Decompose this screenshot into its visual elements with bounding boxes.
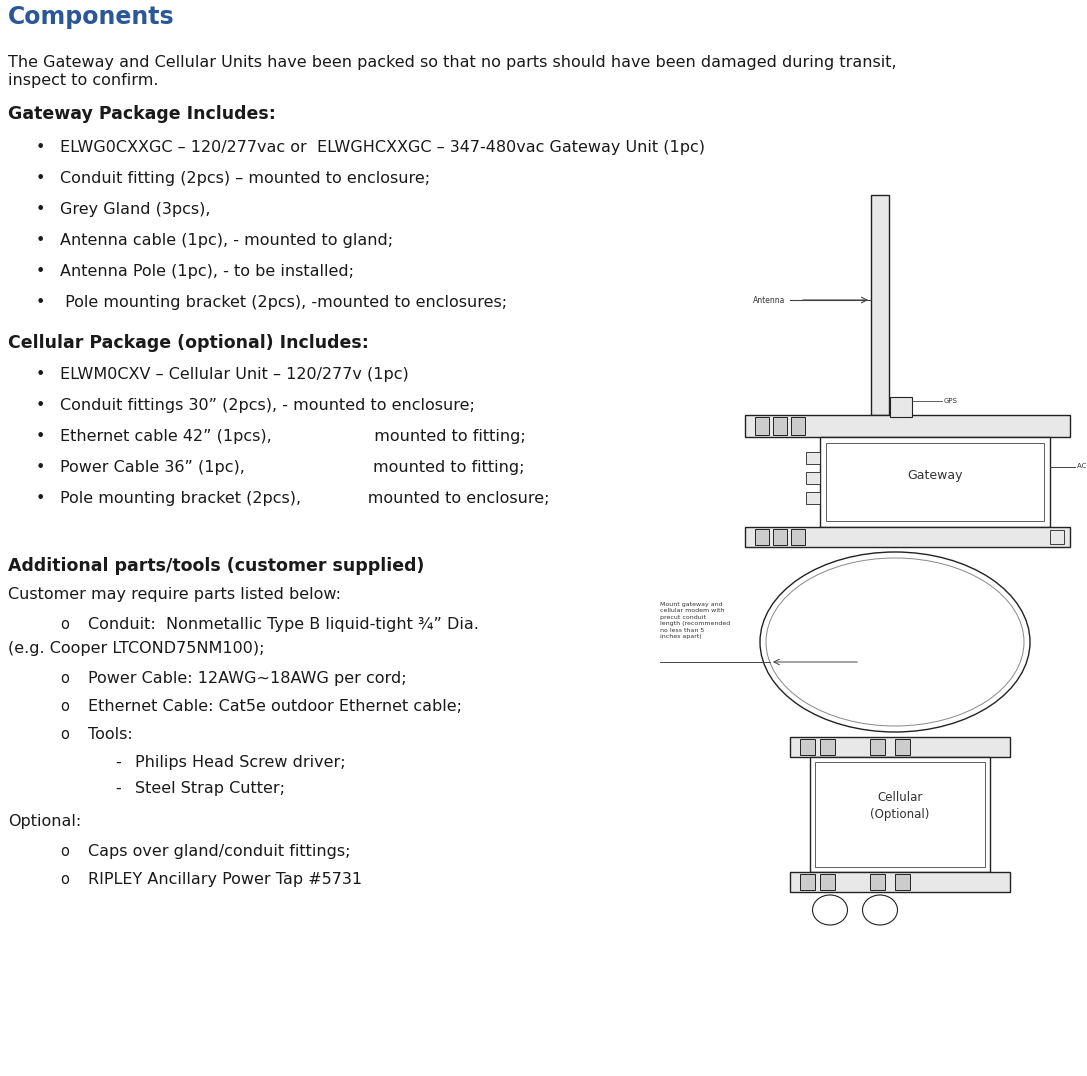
Bar [745,527,1070,547]
Text: Power Cable: 12AWG~18AWG per cord;: Power Cable: 12AWG~18AWG per cord; [88,671,407,686]
Text: •: • [35,171,45,186]
Text: Additional parts/tools (customer supplied): Additional parts/tools (customer supplie… [8,557,424,575]
Bar [820,437,1050,527]
Text: (e.g. Cooper LTCOND75NM100);: (e.g. Cooper LTCOND75NM100); [8,641,264,656]
Bar [745,415,1070,437]
Text: AC Power: AC Power [1077,463,1087,469]
Text: Antenna Pole (1pc), - to be installed;: Antenna Pole (1pc), - to be installed; [60,264,354,279]
Text: Pole mounting bracket (2pcs), -mounted to enclosures;: Pole mounting bracket (2pcs), -mounted t… [60,295,508,310]
Bar [805,492,820,504]
Text: Grey Gland (3pcs),: Grey Gland (3pcs), [60,202,211,217]
Bar [800,874,815,890]
Bar [1050,530,1064,544]
Text: ELWG0CXXGC – 120/277vac or  ELWGHCXXGC – 347-480vac Gateway Unit (1pc): ELWG0CXXGC – 120/277vac or ELWGHCXXGC – … [60,140,705,155]
Text: •: • [35,398,45,413]
Bar [790,872,1010,892]
Text: Gateway: Gateway [908,469,963,482]
Text: o: o [61,617,70,632]
Text: o: o [61,727,70,742]
Text: o: o [61,699,70,714]
Bar [871,195,889,415]
Bar [815,762,985,867]
Bar [755,417,769,435]
Bar [870,739,885,755]
Bar [805,472,820,484]
Bar [895,874,910,890]
Text: Ethernet cable 42” (1pcs),                    mounted to fitting;: Ethernet cable 42” (1pcs), mounted to fi… [60,429,526,444]
Text: •: • [35,367,45,382]
Text: •: • [35,461,45,475]
Text: Cellular
(Optional): Cellular (Optional) [871,791,929,821]
Bar [755,529,769,546]
Text: Antenna: Antenna [752,296,785,305]
Text: Conduit:  Nonmetallic Type B liquid-tight ¾” Dia.: Conduit: Nonmetallic Type B liquid-tight… [88,617,479,632]
Text: o: o [61,844,70,859]
Text: •: • [35,202,45,217]
Bar [805,452,820,464]
Text: Power Cable 36” (1pc),                         mounted to fitting;: Power Cable 36” (1pc), mounted to fittin… [60,461,525,475]
Text: The Gateway and Cellular Units have been packed so that no parts should have bee: The Gateway and Cellular Units have been… [8,55,897,70]
Text: Antenna cable (1pc), - mounted to gland;: Antenna cable (1pc), - mounted to gland; [60,233,393,247]
Text: Pole mounting bracket (2pcs),             mounted to enclosure;: Pole mounting bracket (2pcs), mounted to… [60,491,550,506]
Bar [870,874,885,890]
Text: Steel Strap Cutter;: Steel Strap Cutter; [135,781,285,796]
Bar [791,417,805,435]
Text: Customer may require parts listed below:: Customer may require parts listed below: [8,587,341,601]
Text: •: • [35,429,45,444]
Bar [820,874,835,890]
Bar [826,443,1044,521]
Text: ELWM0CXV – Cellular Unit – 120/277v (1pc): ELWM0CXV – Cellular Unit – 120/277v (1pc… [60,367,409,382]
Bar [790,737,1010,758]
Bar [820,739,835,755]
Bar [890,397,912,417]
Text: •: • [35,264,45,279]
Text: Conduit fittings 30” (2pcs), - mounted to enclosure;: Conduit fittings 30” (2pcs), - mounted t… [60,398,475,413]
Text: o: o [61,671,70,686]
Text: Gateway Package Includes:: Gateway Package Includes: [8,105,276,123]
Bar [773,529,787,546]
Text: •: • [35,233,45,247]
Text: -: - [115,755,121,770]
Text: o: o [61,872,70,887]
Text: GPS: GPS [944,398,958,404]
Bar [773,417,787,435]
Text: •: • [35,491,45,506]
Bar [791,529,805,546]
Bar [895,739,910,755]
Text: Tools:: Tools: [88,727,133,742]
Text: Ethernet Cable: Cat5e outdoor Ethernet cable;: Ethernet Cable: Cat5e outdoor Ethernet c… [88,699,462,714]
Text: inspect to confirm.: inspect to confirm. [8,73,159,88]
Text: •: • [35,295,45,310]
Text: Cellular Package (optional) Includes:: Cellular Package (optional) Includes: [8,334,368,352]
Text: Components: Components [8,5,175,29]
Text: Philips Head Screw driver;: Philips Head Screw driver; [135,755,346,770]
Text: Mount gateway and
cellular modem with
precut conduit
length (recommended
no less: Mount gateway and cellular modem with pr… [660,601,730,639]
Bar [810,758,990,872]
Text: RIPLEY Ancillary Power Tap #5731: RIPLEY Ancillary Power Tap #5731 [88,872,362,887]
Text: •: • [35,140,45,155]
Text: Caps over gland/conduit fittings;: Caps over gland/conduit fittings; [88,844,350,859]
Text: Optional:: Optional: [8,815,82,829]
Text: -: - [115,781,121,796]
Text: Conduit fitting (2pcs) – mounted to enclosure;: Conduit fitting (2pcs) – mounted to encl… [60,171,430,186]
Bar [800,739,815,755]
